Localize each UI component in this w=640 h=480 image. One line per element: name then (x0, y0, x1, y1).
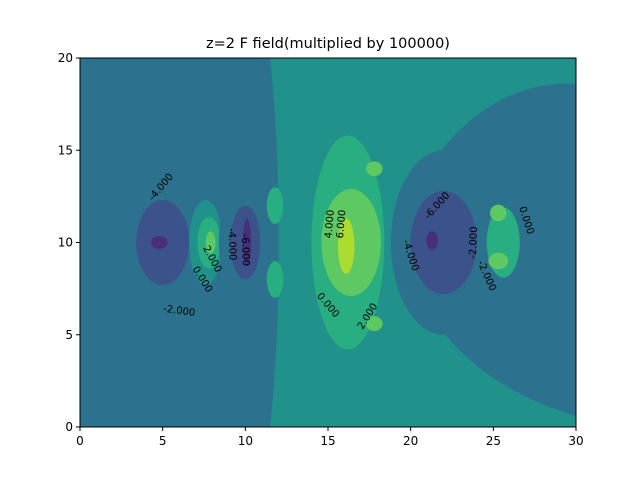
contour-label: -2.000 (162, 304, 195, 319)
x-tick-label: 20 (403, 434, 418, 448)
y-tick-label: 0 (65, 420, 73, 434)
y-tick-label: 15 (58, 143, 73, 157)
contour-label: -4.000 (226, 228, 238, 261)
x-tick-label: 0 (76, 434, 84, 448)
contour-region (205, 231, 216, 254)
contour-region (410, 190, 477, 295)
contour-region (151, 236, 168, 249)
x-tick-label: 5 (159, 434, 167, 448)
contour-label: -2.000 (468, 226, 480, 259)
x-tick-label: 30 (568, 434, 583, 448)
y-tick-label: 20 (58, 51, 73, 65)
contour-region (337, 218, 355, 274)
contour-region (366, 161, 383, 177)
contour-region (266, 260, 284, 298)
contour-region (426, 231, 438, 250)
x-tick-label: 10 (238, 434, 253, 448)
contour-region (366, 316, 383, 332)
contour-label: 4.000 (323, 209, 336, 238)
contour-region (266, 187, 284, 225)
contour-region (490, 204, 507, 222)
contour-region (488, 252, 509, 270)
contour-region (242, 218, 252, 267)
y-tick-label: 5 (65, 328, 73, 342)
y-tick-label: 10 (58, 236, 73, 250)
x-tick-label: 15 (320, 434, 335, 448)
contour-label: 6.000 (335, 209, 348, 238)
contour-label: -6.000 (239, 234, 251, 267)
x-tick-label: 25 (486, 434, 501, 448)
chart-title: z=2 F field(multiplied by 100000) (206, 36, 450, 52)
